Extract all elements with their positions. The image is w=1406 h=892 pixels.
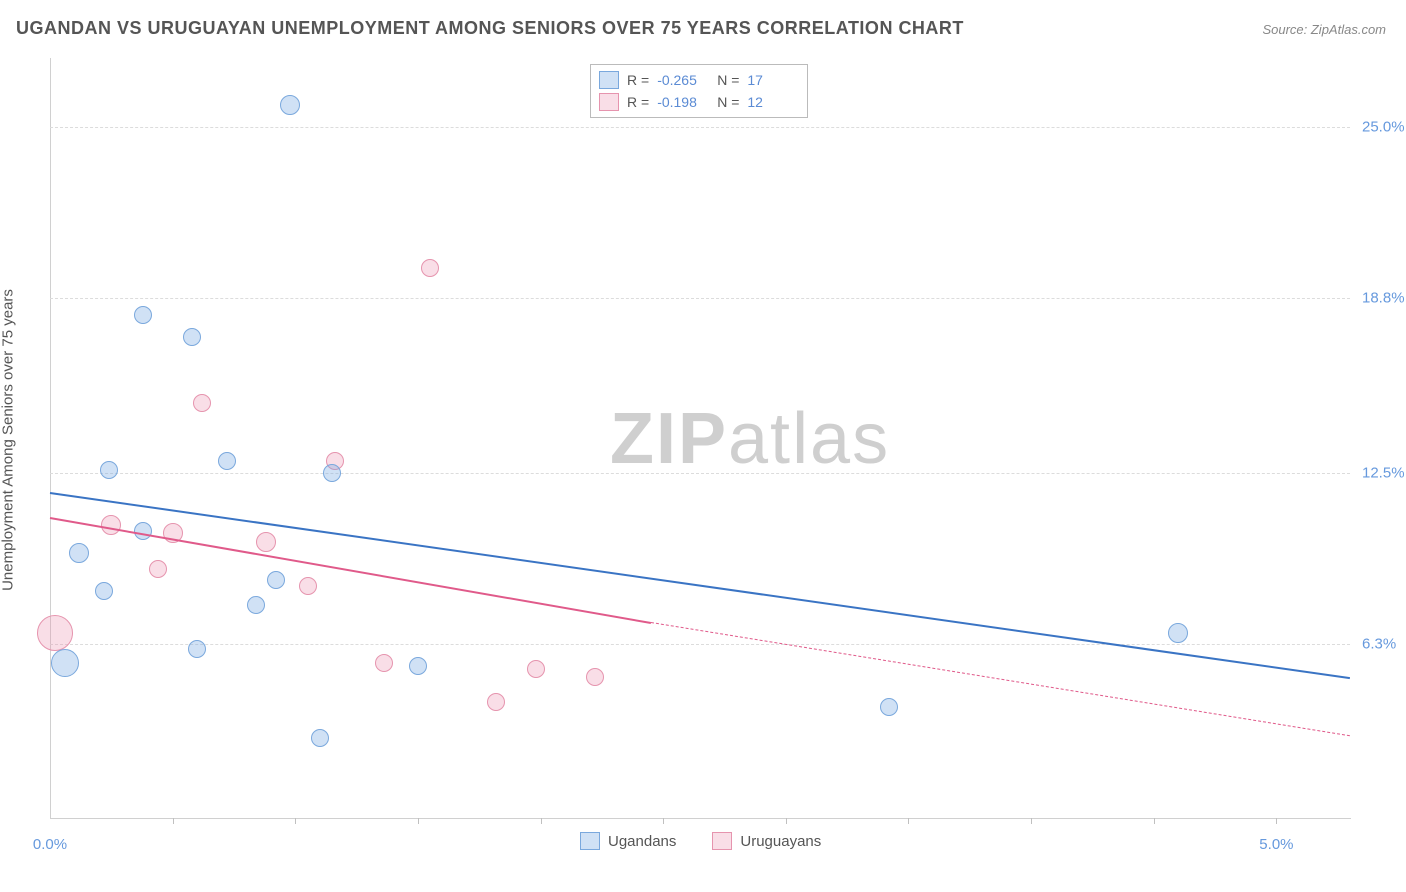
stat-n-label: N =: [717, 94, 739, 110]
data-point: [218, 452, 236, 470]
data-point: [280, 95, 300, 115]
stats-legend-row: R = -0.198 N = 12: [599, 91, 799, 113]
data-point: [149, 560, 167, 578]
source-attribution: Source: ZipAtlas.com: [1262, 22, 1386, 37]
y-tick-label: 18.8%: [1362, 290, 1405, 307]
data-point: [409, 657, 427, 675]
data-point: [375, 654, 393, 672]
x-tick: [295, 818, 296, 824]
data-point: [51, 649, 79, 677]
data-point: [487, 693, 505, 711]
x-tick: [418, 818, 419, 824]
y-tick-label: 12.5%: [1362, 464, 1405, 481]
data-point: [37, 615, 73, 651]
x-tick-label: 5.0%: [1259, 836, 1293, 853]
data-point: [183, 328, 201, 346]
stat-n-label: N =: [717, 72, 739, 88]
series-legend: Ugandans Uruguayans: [580, 832, 849, 850]
x-tick: [541, 818, 542, 824]
stats-legend-row: R = -0.265 N = 17: [599, 69, 799, 91]
legend-swatch: [580, 832, 600, 850]
data-point: [188, 640, 206, 658]
x-tick-label: 0.0%: [33, 836, 67, 853]
data-point: [267, 571, 285, 589]
data-point: [880, 698, 898, 716]
legend-swatch: [599, 71, 619, 89]
plot-area: ZIPatlas 6.3%12.5%18.8%25.0%0.0%5.0%R =-…: [50, 58, 1350, 818]
gridline: [50, 644, 1350, 645]
data-point: [586, 668, 604, 686]
data-point: [421, 259, 439, 277]
stat-n-value: 17: [747, 72, 799, 88]
stat-r-value: -0.265: [657, 72, 709, 88]
stat-r-label: R =: [627, 72, 649, 88]
x-tick: [908, 818, 909, 824]
stat-r-label: R =: [627, 94, 649, 110]
data-point: [193, 394, 211, 412]
x-tick: [173, 818, 174, 824]
legend-label: Ugandans: [608, 833, 676, 850]
data-point: [247, 596, 265, 614]
data-point: [1168, 623, 1188, 643]
x-tick: [663, 818, 664, 824]
x-tick: [1276, 818, 1277, 824]
stats-legend: R = -0.265 N = 17 R = -0.198 N = 12: [590, 64, 808, 118]
x-tick: [786, 818, 787, 824]
data-point: [134, 306, 152, 324]
data-point: [256, 532, 276, 552]
data-point: [323, 464, 341, 482]
y-tick-label: 25.0%: [1362, 119, 1405, 136]
data-point: [69, 543, 89, 563]
data-point: [527, 660, 545, 678]
data-point: [299, 577, 317, 595]
data-point: [101, 515, 121, 535]
data-point: [311, 729, 329, 747]
data-point: [100, 461, 118, 479]
y-tick-label: 6.3%: [1362, 635, 1396, 652]
chart-title: UGANDAN VS URUGUAYAN UNEMPLOYMENT AMONG …: [16, 18, 964, 39]
legend-swatch: [599, 93, 619, 111]
stat-r-value: -0.198: [657, 94, 709, 110]
legend-swatch: [712, 832, 732, 850]
legend-label: Uruguayans: [740, 833, 821, 850]
stat-n-value: 12: [747, 94, 799, 110]
data-point: [134, 522, 152, 540]
data-point: [95, 582, 113, 600]
gridline: [50, 473, 1350, 474]
gridline: [50, 127, 1350, 128]
gridline: [50, 298, 1350, 299]
y-axis-title: Unemployment Among Seniors over 75 years: [0, 289, 17, 591]
x-tick: [1154, 818, 1155, 824]
x-tick: [1031, 818, 1032, 824]
